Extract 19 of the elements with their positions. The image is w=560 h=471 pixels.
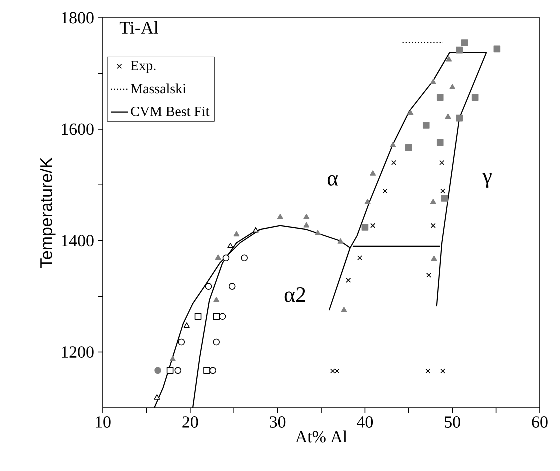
y-tick-label: 1400 bbox=[62, 235, 94, 247]
x-tick-label: 60 bbox=[532, 416, 548, 428]
x-tick-label: 10 bbox=[96, 416, 111, 428]
chart-title: Ti-Al bbox=[120, 21, 158, 34]
annotation: γ bbox=[482, 173, 492, 188]
y-axis-title: Temperature/K bbox=[40, 158, 56, 268]
annotation: α2 bbox=[284, 288, 306, 302]
legend-label: Exp. bbox=[131, 61, 156, 74]
x-tick-label: 50 bbox=[445, 416, 460, 428]
x-tick-label: 40 bbox=[357, 416, 374, 428]
annotation: α bbox=[328, 175, 338, 186]
y-tick-label: 1600 bbox=[62, 124, 94, 136]
legend-label: Massalski bbox=[131, 84, 186, 94]
y-tick-label: 1200 bbox=[62, 346, 94, 358]
y-tick-label: 1800 bbox=[62, 12, 94, 24]
x-axis-title: At% Al bbox=[296, 430, 348, 443]
x-tick-label: 30 bbox=[270, 416, 286, 428]
x-tick-label: 20 bbox=[182, 416, 198, 428]
legend-label: CVM Best Fit bbox=[131, 106, 210, 116]
